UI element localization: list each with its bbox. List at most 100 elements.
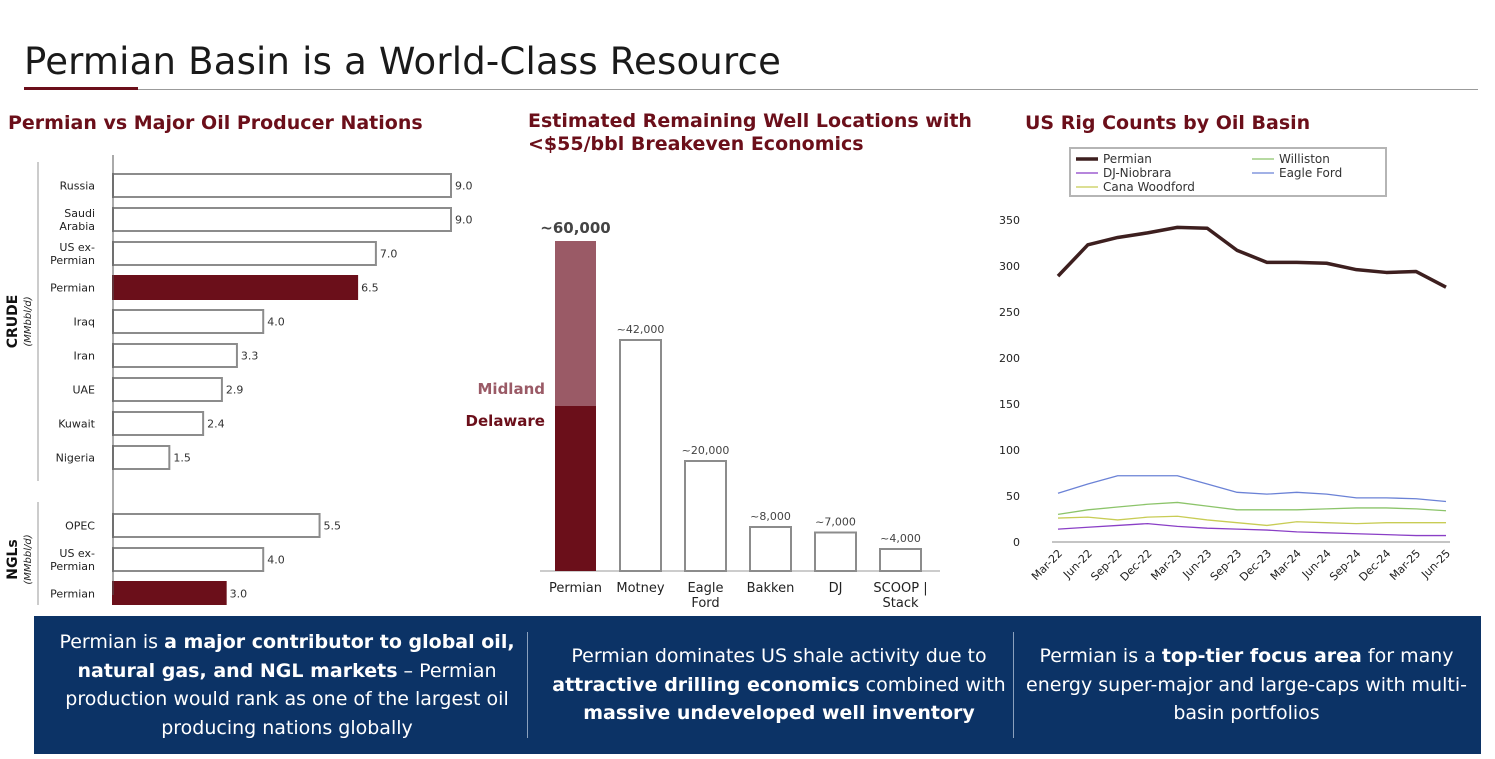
banner-col-2: Permian dominates US shale activity due … bbox=[544, 616, 1014, 754]
category-label: Saudi bbox=[64, 207, 95, 220]
bar bbox=[112, 445, 171, 470]
category-label: Permian bbox=[50, 282, 95, 295]
category-label: Iraq bbox=[74, 316, 96, 329]
x-tick-label: Mar-22 bbox=[1029, 547, 1065, 583]
bar-value-label: 3.0 bbox=[230, 588, 248, 601]
banner-col3-text1: Permian is a bbox=[1039, 645, 1162, 668]
group-label-ngls: NGLs bbox=[5, 539, 21, 579]
banner-col2-bold1: attractive drilling economics bbox=[552, 673, 860, 696]
well-locations-chart: Midland Delaware ~60,000 Permian ~42,000 Motn… bbox=[466, 219, 940, 611]
chart2-title-line2: <$55/bbl Breakeven Economics bbox=[528, 133, 864, 155]
category-label: US ex- bbox=[59, 547, 95, 560]
banner-col-3: Permian is a top-tier focus area for man… bbox=[1019, 616, 1474, 754]
category-label: UAE bbox=[72, 384, 95, 397]
bar-value-label: 1.5 bbox=[173, 452, 191, 465]
bar-value-label: 9.0 bbox=[455, 180, 473, 193]
bar bbox=[112, 173, 452, 198]
banner-col3-bold1: top-tier focus area bbox=[1161, 645, 1362, 668]
bar bbox=[112, 411, 205, 436]
legend-label: Cana Woodford bbox=[1103, 180, 1195, 194]
banner-col1-text1: Permian is bbox=[59, 631, 165, 653]
bar-value-label: 4.0 bbox=[267, 554, 285, 567]
category-label: SCOOP | bbox=[873, 581, 927, 596]
category-label: DJ bbox=[829, 581, 843, 596]
bar bbox=[112, 275, 359, 300]
x-tick-label: Jun-25 bbox=[1418, 547, 1453, 582]
category-label: Permian bbox=[549, 581, 602, 596]
y-tick-label: 150 bbox=[999, 398, 1020, 411]
x-tick-label: Sep-22 bbox=[1088, 547, 1125, 584]
category-label: Motney bbox=[616, 581, 665, 596]
banner-col2-text1: Permian dominates US shale activity due … bbox=[571, 645, 987, 668]
summary-banner: Permian is a major contributor to global… bbox=[34, 616, 1481, 754]
x-tick-label: Mar-25 bbox=[1387, 547, 1423, 583]
bar bbox=[112, 309, 265, 334]
producer-nations-chart: CRUDE (MMbbl/d)9.0Russia9.0SaudiArabia7.0… bbox=[5, 155, 473, 605]
x-tick-label: Dec-22 bbox=[1118, 547, 1155, 584]
y-tick-label: 100 bbox=[999, 444, 1020, 457]
group-unit-label: (MMbbl/d) bbox=[23, 296, 34, 346]
category-label: Ford bbox=[691, 596, 719, 611]
bar-value-label: ~8,000 bbox=[750, 510, 791, 523]
category-label: Iran bbox=[74, 350, 96, 363]
bar-value-label: 3.3 bbox=[241, 350, 259, 363]
title-rule bbox=[24, 89, 1478, 90]
banner-col1-text2: – Permian production would rank as one o… bbox=[65, 659, 509, 739]
series-line-permian bbox=[1056, 225, 1447, 289]
banner-col-1: Permian is a major contributor to global… bbox=[52, 616, 522, 754]
stack-segment-midland bbox=[555, 241, 596, 406]
legend-label: Permian bbox=[1103, 152, 1152, 166]
banner-col2-text2: combined with bbox=[859, 673, 1006, 696]
stack-label-midland: Midland bbox=[478, 380, 546, 398]
y-tick-label: 0 bbox=[1013, 536, 1020, 549]
bar-value-label: 2.9 bbox=[226, 384, 244, 397]
category-label: Permian bbox=[50, 560, 95, 573]
bar bbox=[112, 343, 238, 368]
category-label: Arabia bbox=[59, 220, 95, 233]
category-label: Russia bbox=[60, 180, 95, 193]
category-label: Bakken bbox=[747, 581, 795, 596]
category-label: Stack bbox=[883, 596, 919, 611]
y-tick-label: 350 bbox=[999, 214, 1020, 227]
group-unit-label: (MMbbl/d) bbox=[23, 534, 34, 584]
chart2-title: Estimated Remaining Well Locations with … bbox=[528, 110, 972, 156]
stack-label-delaware: Delaware bbox=[466, 412, 545, 430]
x-tick-label: Mar-24 bbox=[1268, 547, 1304, 583]
banner-col2-bold2: massive undeveloped well inventory bbox=[583, 702, 975, 725]
category-label: Kuwait bbox=[58, 418, 95, 431]
bar-value-label: 5.5 bbox=[324, 520, 342, 533]
x-tick-label: Sep-23 bbox=[1208, 547, 1245, 584]
category-label: Eagle bbox=[687, 581, 723, 596]
banner-col1-bold1: a major contributor to global oil, natur… bbox=[77, 631, 515, 682]
title-accent bbox=[24, 87, 138, 90]
group-label-crude: CRUDE bbox=[5, 295, 21, 349]
legend-label: Williston bbox=[1279, 152, 1330, 166]
legend-label: DJ-Niobrara bbox=[1103, 166, 1172, 180]
banner-divider-1 bbox=[527, 632, 528, 738]
rig-counts-chart: Permian Williston DJ-Niobrara Eagle Ford Can… bbox=[999, 147, 1453, 584]
x-tick-label: Mar-23 bbox=[1148, 547, 1184, 583]
bar-value-label: 4.0 bbox=[267, 316, 285, 329]
bar-value-label: ~60,000 bbox=[540, 219, 610, 237]
category-label: Permian bbox=[50, 254, 95, 267]
x-tick-label: Dec-23 bbox=[1237, 547, 1274, 584]
bar bbox=[879, 548, 922, 572]
bar bbox=[112, 377, 223, 402]
category-label: Nigeria bbox=[56, 452, 95, 465]
legend-box bbox=[1069, 147, 1387, 197]
category-label: US ex- bbox=[59, 241, 95, 254]
bar-value-label: 7.0 bbox=[380, 248, 398, 261]
bar bbox=[112, 207, 452, 232]
bar bbox=[684, 460, 727, 572]
y-tick-label: 200 bbox=[999, 352, 1020, 365]
page-title: Permian Basin is a World-Class Resource bbox=[24, 40, 782, 83]
y-tick-label: 300 bbox=[999, 260, 1020, 273]
bar bbox=[619, 339, 662, 572]
bar bbox=[112, 513, 321, 538]
legend-label: Eagle Ford bbox=[1279, 166, 1342, 180]
x-tick-label: Dec-24 bbox=[1356, 547, 1393, 584]
banner-col3-text2: for many energy super-major and large-ca… bbox=[1026, 645, 1467, 725]
bar-value-label: 6.5 bbox=[361, 282, 379, 295]
y-tick-label: 250 bbox=[999, 306, 1020, 319]
bar-value-label: 2.4 bbox=[207, 418, 225, 431]
